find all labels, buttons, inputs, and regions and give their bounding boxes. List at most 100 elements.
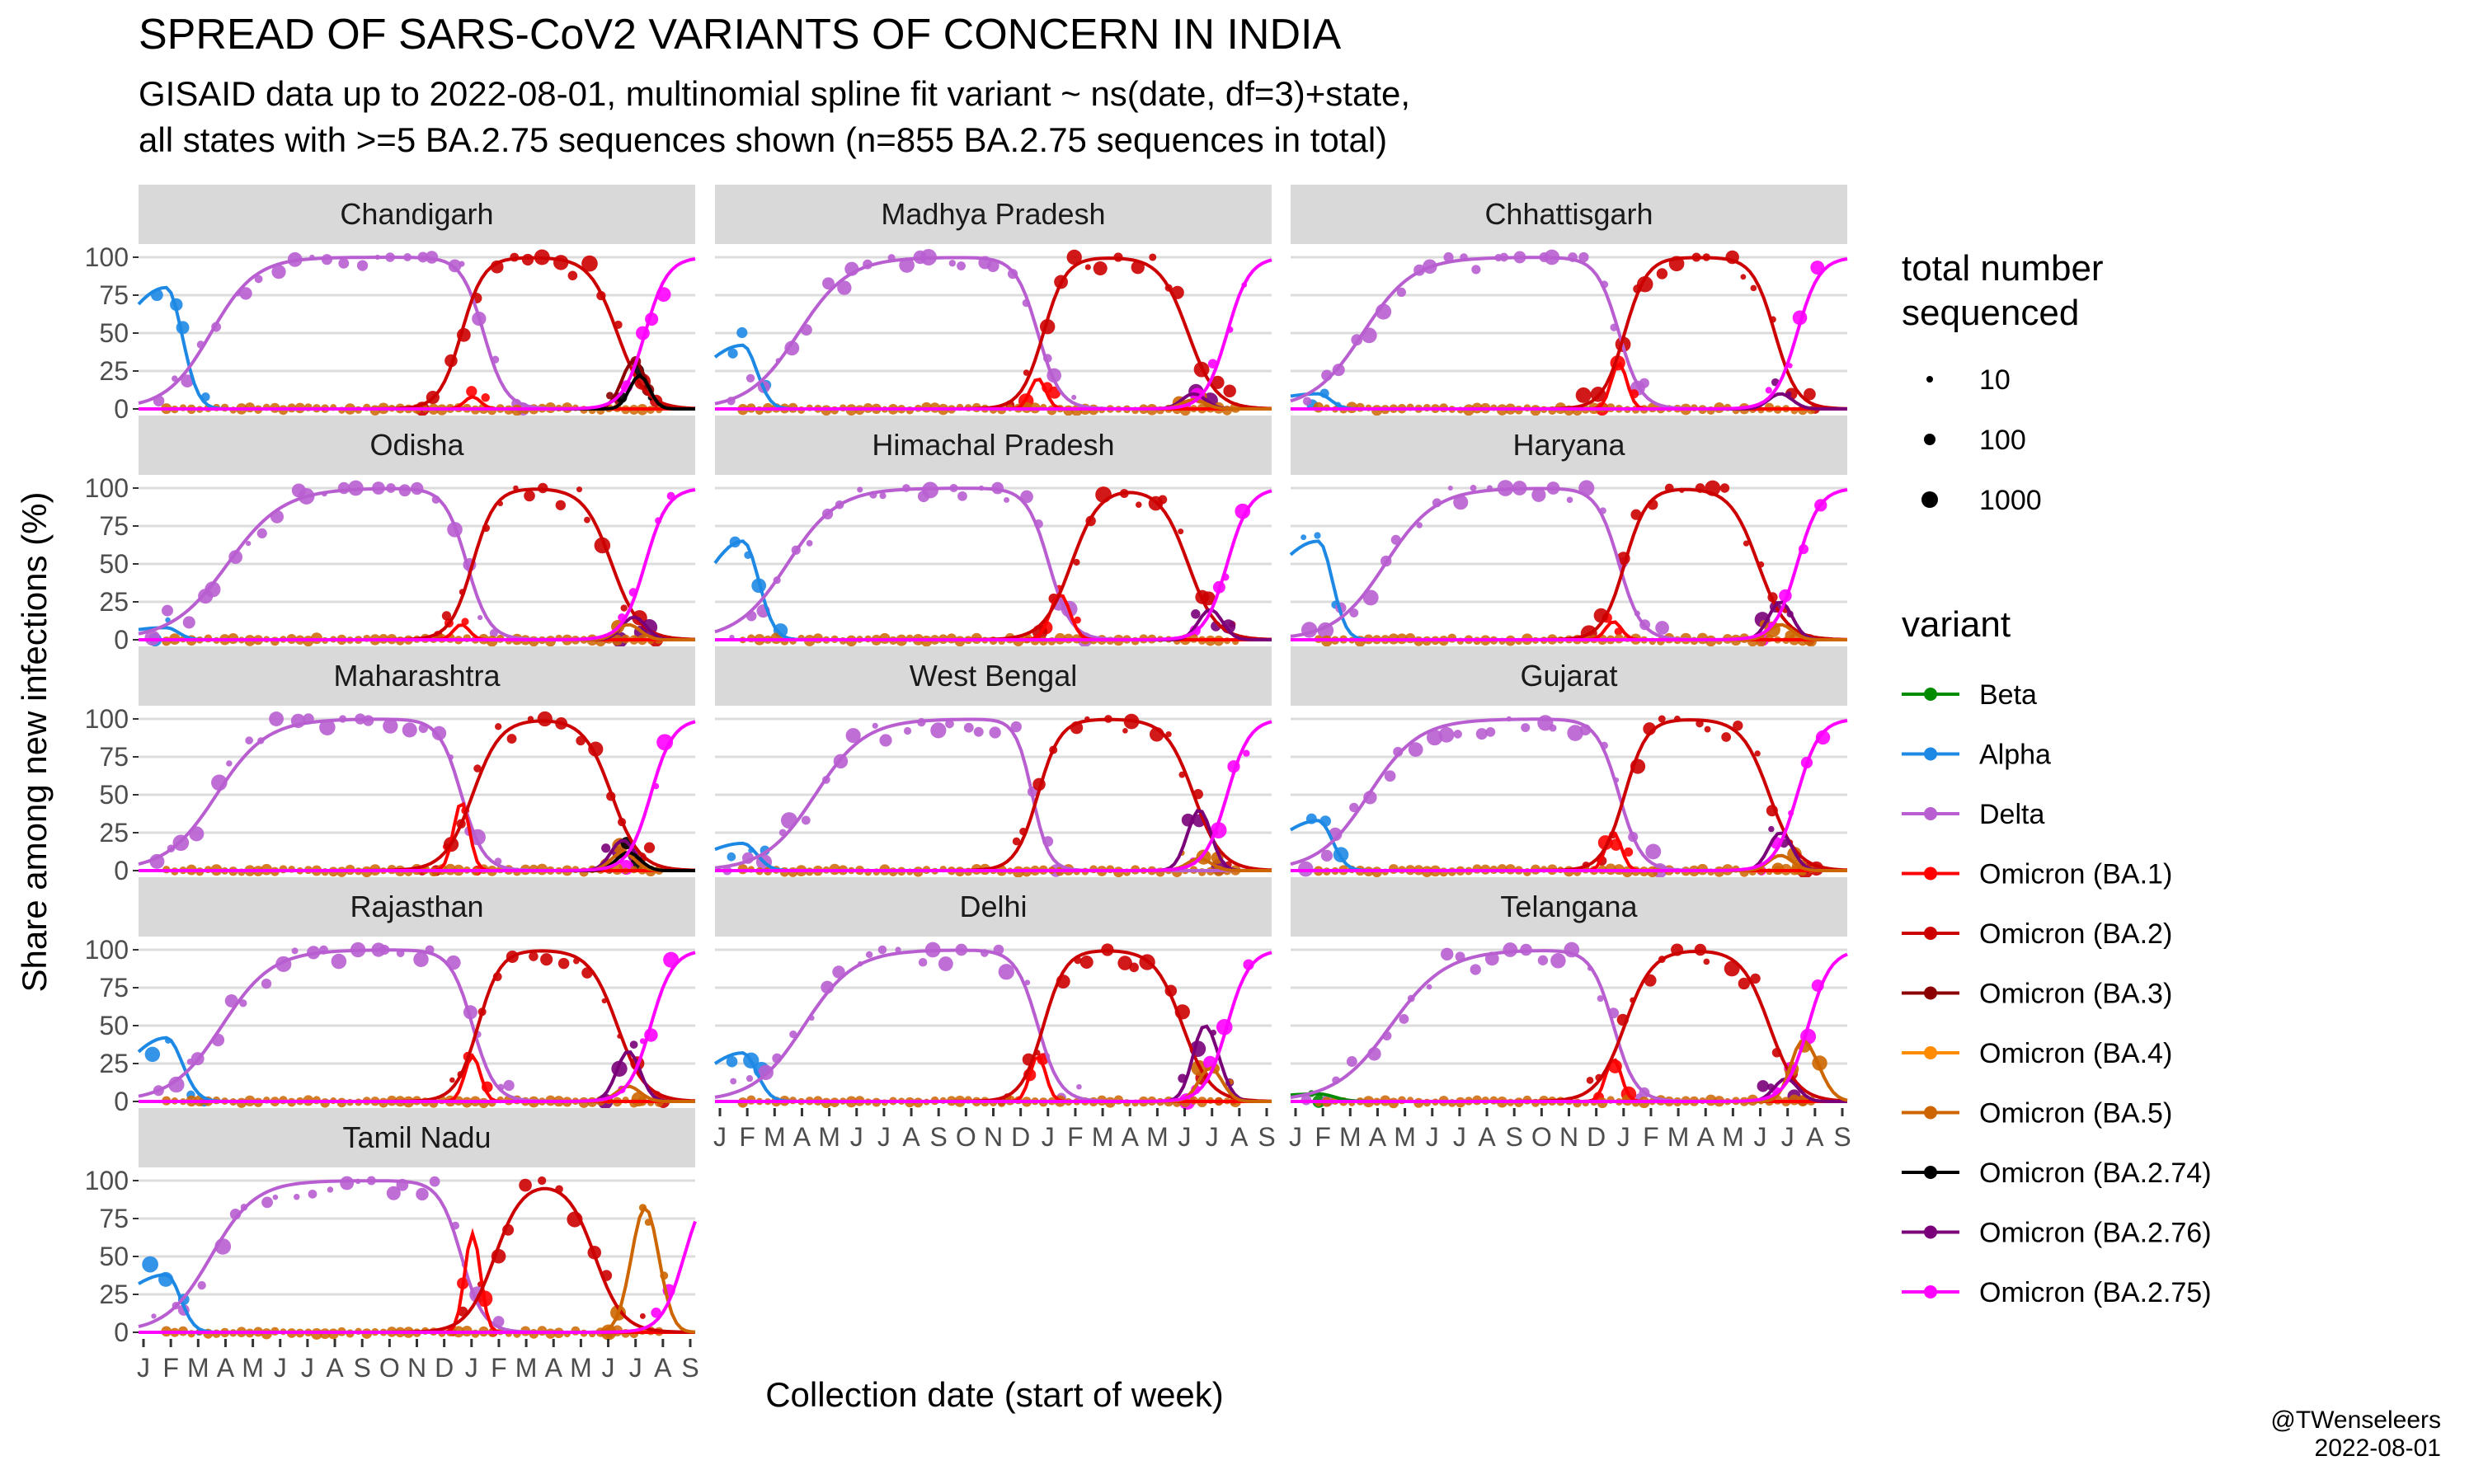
- data-point: [557, 957, 570, 970]
- x-tick-label: A: [1806, 1122, 1824, 1152]
- data-point: [639, 1313, 646, 1319]
- data-point: [1363, 791, 1377, 805]
- x-tick-label: J: [1781, 1122, 1794, 1152]
- y-tick-label: 0: [114, 856, 129, 885]
- y-tick-label: 100: [85, 935, 129, 965]
- facet-panel: Rajasthan 0 25 50 75 100: [85, 877, 696, 1116]
- data-point: [1624, 847, 1634, 857]
- data-point: [1630, 509, 1642, 520]
- facet-panel: Madhya Pradesh: [713, 185, 1272, 416]
- data-point: [246, 540, 252, 547]
- x-tick-label: F: [1643, 1122, 1659, 1152]
- data-point: [1073, 558, 1080, 566]
- variant-legend-dot: [1924, 1285, 1937, 1298]
- data-point: [736, 326, 748, 339]
- data-point: [197, 1280, 206, 1290]
- x-tick-label: J: [274, 1353, 287, 1383]
- data-point: [938, 956, 953, 971]
- y-tick-label: 25: [99, 818, 129, 848]
- data-point: [168, 1076, 185, 1093]
- size-legend-title: total number: [1902, 248, 2104, 289]
- data-point: [1743, 540, 1750, 547]
- y-tick-label: 25: [99, 356, 129, 386]
- x-tick-label: D: [1587, 1122, 1606, 1152]
- data-point: [537, 711, 553, 727]
- x-tick-label: M: [1722, 1122, 1744, 1152]
- data-point: [1399, 1014, 1409, 1024]
- fit-line: [137, 285, 695, 411]
- variant-legend-label: Omicron (BA.2.75): [1979, 1277, 2212, 1308]
- facet-strip: [139, 877, 695, 937]
- data-point: [1135, 501, 1142, 508]
- variant-legend-dot: [1924, 1106, 1937, 1120]
- variant-legend: variant Beta Alpha Delta Omicron (BA.1) Omicr…: [1902, 604, 2212, 1308]
- y-tick-label: 75: [99, 1204, 129, 1233]
- data-point: [727, 348, 738, 359]
- fit-line: [715, 258, 1272, 411]
- fit-line: [713, 539, 1272, 641]
- data-point: [144, 630, 161, 646]
- x-tick-label: S: [681, 1353, 698, 1383]
- facet-strip-label: Chandigarh: [340, 197, 493, 231]
- facet-strip-label: Odisha: [369, 428, 464, 462]
- data-point: [1750, 973, 1761, 984]
- size-legend-key: [1924, 434, 1935, 445]
- data-point: [745, 373, 755, 383]
- variant-legend-label: Omicron (BA.2.76): [1979, 1218, 2212, 1249]
- x-tick-label: M: [570, 1353, 592, 1383]
- facet-panel: Gujarat: [1290, 646, 1848, 879]
- x-tick-label: M: [1394, 1122, 1416, 1152]
- data-point: [726, 1055, 738, 1068]
- data-point: [1754, 750, 1761, 757]
- y-tick-label: 100: [85, 473, 129, 503]
- data-point: [1447, 485, 1453, 491]
- data-point: [1079, 955, 1094, 970]
- facet-strip-label: Tamil Nadu: [342, 1120, 491, 1154]
- data-point: [1074, 616, 1081, 624]
- data-point: [441, 611, 452, 621]
- data-point: [338, 257, 350, 269]
- x-tick-label: J: [713, 1122, 727, 1152]
- data-point: [1721, 732, 1732, 742]
- data-point: [1485, 726, 1496, 737]
- data-point: [1158, 495, 1168, 505]
- data-point: [822, 277, 835, 290]
- data-point: [973, 726, 984, 737]
- facet-strip-label: Madhya Pradesh: [881, 197, 1105, 231]
- y-tick-label: 50: [99, 318, 129, 348]
- variant-legend-dot: [1924, 866, 1937, 881]
- data-point: [730, 1078, 737, 1085]
- data-point: [473, 764, 482, 773]
- x-tick-label: M: [764, 1122, 786, 1152]
- data-point: [1129, 962, 1139, 973]
- data-point: [1300, 534, 1307, 541]
- data-point: [1346, 1056, 1357, 1067]
- fit-line: [139, 257, 696, 411]
- data-point: [256, 528, 267, 538]
- x-tick-label: M: [242, 1353, 264, 1383]
- variant-legend-title: variant: [1902, 604, 2011, 645]
- data-point: [1191, 609, 1201, 619]
- data-point: [1453, 495, 1469, 510]
- x-tick-label: O: [956, 1122, 976, 1152]
- x-tick-label: A: [1697, 1122, 1715, 1152]
- data-point: [1738, 977, 1750, 990]
- fit-line: [715, 489, 1272, 641]
- data-point: [1438, 726, 1455, 743]
- data-point: [584, 516, 590, 524]
- variant-legend-dot: [1924, 1166, 1937, 1179]
- x-tick-label: J: [301, 1353, 314, 1383]
- data-point: [1023, 369, 1030, 376]
- data-point: [1408, 742, 1423, 757]
- variant-legend-label: Omicron (BA.2): [1979, 918, 2172, 950]
- data-point: [1362, 589, 1379, 606]
- data-point: [1235, 503, 1251, 519]
- fit-line: [715, 720, 1272, 872]
- x-tick-label: A: [793, 1122, 811, 1152]
- data-point: [1302, 397, 1312, 406]
- facet-strip: [1291, 416, 1847, 475]
- data-point: [449, 1077, 455, 1083]
- y-tick-label: 50: [99, 780, 129, 810]
- fit-line: [139, 720, 696, 872]
